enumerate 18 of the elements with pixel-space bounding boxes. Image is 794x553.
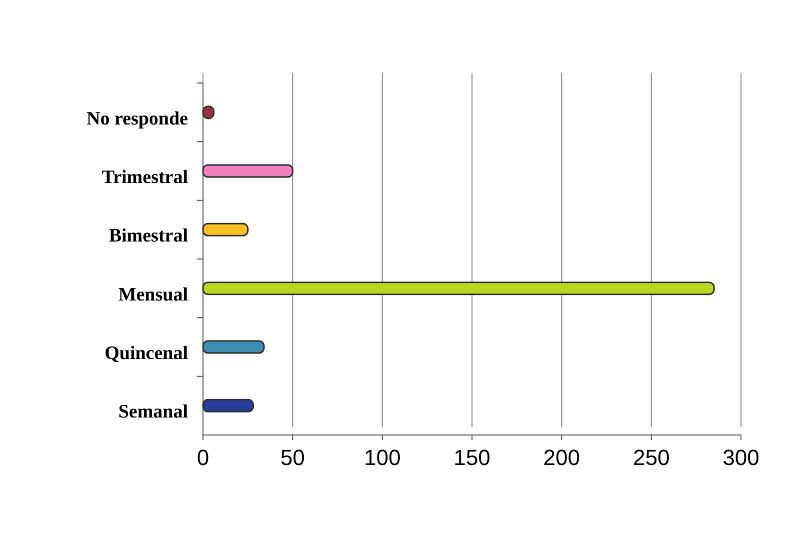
y-tick-label: Mensual (118, 284, 188, 306)
y-tick-label: Bimestral (108, 226, 188, 247)
x-tick-label: 250 (632, 445, 670, 470)
x-tick-label: 150 (454, 445, 490, 470)
bar (202, 164, 294, 178)
x-tick-label: 200 (543, 445, 580, 470)
x-tick-label: 100 (364, 445, 401, 470)
x-tick-label: 0 (196, 445, 210, 470)
bar (202, 222, 249, 236)
y-tick-label: Quincenal (104, 343, 188, 364)
x-tick-label: 50 (280, 445, 305, 470)
x-tick-label: 300 (722, 445, 760, 470)
bar (202, 282, 715, 296)
bar (202, 398, 254, 412)
y-tick-label: No responde (86, 108, 188, 130)
y-tick-label: Trimestral (102, 167, 188, 188)
bar (202, 340, 265, 354)
y-tick-label: Semanal (118, 402, 188, 423)
